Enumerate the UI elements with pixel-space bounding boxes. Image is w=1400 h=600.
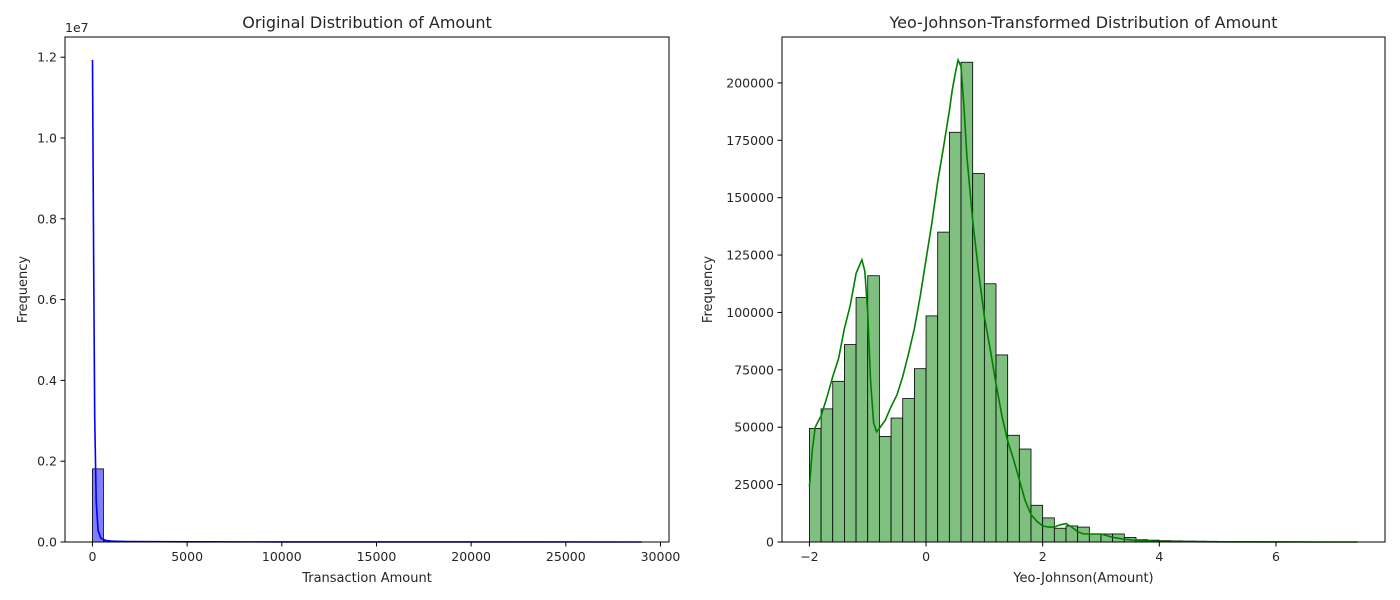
- chart2-bar: [995, 354, 1009, 543]
- chart2-bar: [890, 417, 904, 543]
- chart2-y-tick-label: 150000: [726, 190, 774, 205]
- chart1-title: Original Distribution of Amount: [242, 13, 492, 32]
- chart2-x-axis: −2 0 2 4 6: [800, 542, 1280, 564]
- chart2-bar: [1053, 527, 1067, 543]
- chart1: 0 5000 10000 15000 20000 25000 300000.00.20.40…: [16, 13, 680, 586]
- chart2-bar: [855, 297, 869, 543]
- chart1-y-tick-label: 0.0: [37, 535, 57, 550]
- chart1-x-tick-label: 0: [88, 549, 96, 564]
- chart2-y-tick-label: 100000: [726, 305, 774, 320]
- chart2-x-tick-label: 4: [1155, 549, 1163, 564]
- chart1-y-tick-label: 0.6: [37, 292, 57, 307]
- chart2-bar: [843, 344, 857, 543]
- chart2-bar: [809, 427, 822, 543]
- chart2-bars: [809, 61, 1358, 543]
- chart2-y-tick-label: 75000: [734, 362, 774, 377]
- chart1-y-axis: 0.0 0.2 0.4 0.6 0.8 1.0 1.2: [37, 50, 65, 550]
- chart2: −2 0 2 4 6 0 25000 50000 75000 100000 125000 150000…: [701, 13, 1386, 586]
- chart2-y-label: Frequency: [701, 256, 716, 323]
- chart1-x-tick-label: 30000: [641, 549, 681, 564]
- chart1-y-offset-label: 1e7: [65, 20, 89, 35]
- chart1-kde-line: [91, 59, 642, 543]
- chart2-bar: [902, 398, 915, 543]
- chart1-x-tick-label: 15000: [357, 549, 397, 564]
- chart1-x-label: Transaction Amount: [301, 571, 432, 586]
- chart1-y-tick-label: 0.8: [37, 211, 57, 226]
- chart2-x-label: Yeo-Johnson(Amount): [1012, 571, 1153, 586]
- chart2-y-axis: 0 25000 50000 75000 100000 125000 150000 175000…: [726, 75, 782, 550]
- chart2-bar: [913, 368, 927, 543]
- chart2-x-tick-label: 2: [1039, 549, 1047, 564]
- chart1-x-tick-label: 10000: [262, 549, 302, 564]
- chart2-kde-line: [808, 57, 1358, 543]
- chart2-bar: [832, 380, 845, 543]
- chart2-x-tick-label: 0: [922, 549, 930, 564]
- chart2-y-tick-label: 175000: [726, 133, 774, 148]
- chart2-title: Yeo-Johnson-Transformed Distribution of …: [888, 13, 1277, 32]
- chart2-y-tick-label: 0: [766, 535, 774, 550]
- chart1-y-tick-label: 1.2: [37, 50, 57, 65]
- chart2-y-tick-label: 25000: [734, 477, 774, 492]
- chart2-bar: [948, 131, 962, 543]
- chart2-bar: [820, 408, 834, 543]
- chart2-y-tick-label: 200000: [726, 75, 774, 90]
- chart2-bar: [925, 315, 939, 543]
- chart2-bar: [1018, 448, 1032, 543]
- chart2-bar: [867, 275, 880, 543]
- chart2-bar: [1007, 434, 1020, 543]
- chart1-y-tick-label: 1.0: [37, 131, 57, 146]
- chart1-x-tick-label: 20000: [451, 549, 491, 564]
- chart2-frame: [781, 36, 1386, 543]
- chart2-bar: [1065, 525, 1079, 543]
- chart2-y-tick-label: 50000: [734, 420, 774, 435]
- chart2-x-tick-label: −2: [800, 549, 818, 564]
- chart2-bar: [878, 436, 892, 543]
- chart2-bar: [1088, 533, 1102, 543]
- chart1-x-tick-label: 25000: [546, 549, 586, 564]
- chart2-bar: [1042, 517, 1055, 543]
- chart1-x-axis: 0 5000 10000 15000 20000 25000 30000: [88, 542, 680, 564]
- chart1-y-label: Frequency: [16, 256, 31, 323]
- chart2-bar: [960, 61, 974, 543]
- chart1-y-tick-label: 0.2: [37, 454, 57, 469]
- chart1-x-tick-label: 5000: [171, 549, 203, 564]
- chart2-bar: [937, 231, 950, 543]
- chart2-y-tick-label: 125000: [726, 248, 774, 263]
- chart1-y-tick-label: 0.4: [37, 373, 57, 388]
- chart2-x-tick-label: 6: [1272, 549, 1280, 564]
- chart1-frame: [64, 36, 670, 543]
